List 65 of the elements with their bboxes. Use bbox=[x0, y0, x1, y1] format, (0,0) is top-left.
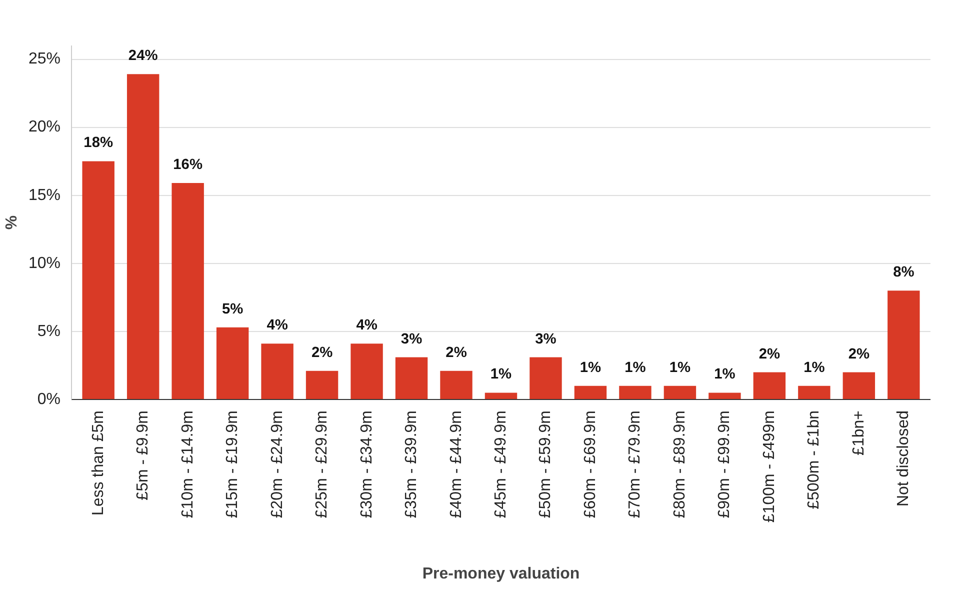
data-label: 2% bbox=[758, 346, 780, 362]
data-label: 2% bbox=[311, 344, 333, 361]
data-label: 4% bbox=[356, 318, 378, 334]
data-label: 1% bbox=[580, 360, 602, 376]
bar bbox=[753, 372, 786, 400]
x-tick-label: £10m - £14.9m bbox=[179, 410, 196, 518]
y-tick-label: 20% bbox=[28, 118, 61, 136]
data-label: 24% bbox=[128, 48, 158, 64]
y-tick-label: 15% bbox=[28, 186, 61, 204]
x-tick-label: £20m - £24.9m bbox=[268, 410, 286, 518]
bar bbox=[842, 372, 876, 400]
x-tick-label: £1bn+ bbox=[850, 410, 868, 456]
bar bbox=[664, 386, 696, 400]
bar bbox=[888, 290, 920, 400]
x-tick-label: £35m - £39.9m bbox=[403, 410, 420, 518]
x-tick-label: £100m - £499m bbox=[760, 410, 778, 523]
x-tick-label: Not disclosed bbox=[895, 410, 912, 507]
data-label: 3% bbox=[400, 331, 422, 348]
bar bbox=[530, 357, 562, 400]
data-label: 3% bbox=[535, 331, 556, 348]
bar bbox=[484, 392, 518, 400]
x-tick-label: Less than £5m bbox=[90, 410, 107, 516]
data-label: 2% bbox=[446, 344, 467, 361]
data-label: 18% bbox=[84, 135, 114, 152]
data-label: 1% bbox=[669, 360, 691, 376]
data-label: 2% bbox=[848, 346, 870, 362]
bar bbox=[395, 357, 428, 400]
data-label: 1% bbox=[624, 360, 646, 376]
y-tick-label: 10% bbox=[28, 254, 61, 272]
x-tick-label: £40m - £44.9m bbox=[448, 410, 465, 518]
x-tick-label: £25m - £29.9m bbox=[314, 410, 331, 518]
y-tick-label: 0% bbox=[37, 391, 60, 408]
bar bbox=[798, 386, 830, 400]
y-tick-label: 5% bbox=[37, 322, 60, 340]
bar bbox=[216, 327, 249, 400]
x-axis-title: Pre-money valuation bbox=[422, 566, 580, 583]
bar bbox=[306, 370, 338, 400]
bar bbox=[574, 386, 607, 400]
data-label: 8% bbox=[893, 264, 914, 281]
bar bbox=[350, 344, 383, 400]
bar bbox=[261, 344, 294, 400]
data-label: 5% bbox=[222, 301, 244, 318]
bar bbox=[708, 392, 741, 400]
x-tick-label: £60m - £69.9m bbox=[582, 410, 599, 518]
x-tick-label: £15m - £19.9m bbox=[224, 410, 242, 518]
x-tick-label: £70m - £79.9m bbox=[626, 410, 644, 518]
x-tick-label: £45m - £49.9m bbox=[492, 410, 510, 518]
x-tick-label: £80m - £89.9m bbox=[671, 410, 688, 518]
x-tick-label: £5m - £9.9m bbox=[134, 410, 152, 500]
x-tick-label: £90m - £99.9m bbox=[716, 410, 734, 518]
bar bbox=[440, 370, 472, 400]
data-label: 4% bbox=[266, 318, 288, 334]
x-tick-label: £50m - £59.9m bbox=[537, 410, 554, 518]
data-label: 1% bbox=[490, 366, 512, 383]
data-label: 16% bbox=[173, 157, 202, 174]
bar bbox=[126, 74, 160, 400]
x-tick-label: £500m - £1bn bbox=[806, 410, 823, 510]
bar bbox=[619, 386, 652, 400]
data-label: 1% bbox=[714, 366, 736, 383]
x-tick-label: £30m - £34.9m bbox=[358, 410, 376, 518]
y-tick-label: 25% bbox=[28, 50, 61, 68]
data-label: 1% bbox=[804, 360, 825, 376]
bar bbox=[82, 161, 114, 400]
y-axis-title: % bbox=[3, 215, 20, 230]
bar bbox=[172, 183, 204, 400]
